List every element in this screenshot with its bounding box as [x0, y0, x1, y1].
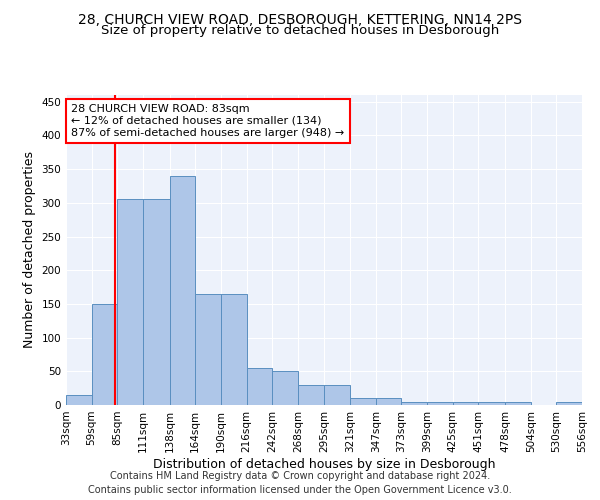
Bar: [427, 402, 453, 405]
Bar: [143, 200, 170, 405]
Text: 28 CHURCH VIEW ROAD: 83sqm
← 12% of detached houses are smaller (134)
87% of sem: 28 CHURCH VIEW ROAD: 83sqm ← 12% of deta…: [71, 104, 344, 138]
Bar: [195, 294, 221, 405]
Bar: [505, 402, 530, 405]
X-axis label: Distribution of detached houses by size in Desborough: Distribution of detached houses by size …: [153, 458, 495, 470]
Bar: [401, 402, 427, 405]
Bar: [92, 304, 118, 405]
Bar: [325, 385, 350, 405]
Bar: [247, 368, 272, 405]
Bar: [272, 372, 298, 405]
Bar: [478, 402, 505, 405]
Bar: [298, 385, 325, 405]
Bar: [221, 294, 247, 405]
Bar: [350, 398, 376, 405]
Text: Contains HM Land Registry data © Crown copyright and database right 2024.
Contai: Contains HM Land Registry data © Crown c…: [88, 471, 512, 495]
Bar: [66, 395, 92, 405]
Text: 28, CHURCH VIEW ROAD, DESBOROUGH, KETTERING, NN14 2PS: 28, CHURCH VIEW ROAD, DESBOROUGH, KETTER…: [78, 12, 522, 26]
Bar: [118, 200, 143, 405]
Bar: [556, 402, 582, 405]
Bar: [376, 398, 401, 405]
Text: Size of property relative to detached houses in Desborough: Size of property relative to detached ho…: [101, 24, 499, 37]
Y-axis label: Number of detached properties: Number of detached properties: [23, 152, 36, 348]
Bar: [170, 176, 195, 405]
Bar: [453, 402, 478, 405]
